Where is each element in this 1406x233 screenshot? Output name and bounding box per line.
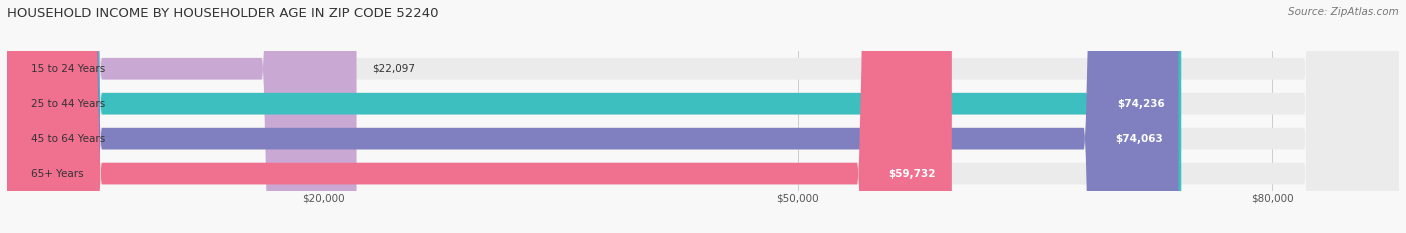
FancyBboxPatch shape <box>7 0 357 233</box>
Text: 45 to 64 Years: 45 to 64 Years <box>31 134 105 144</box>
FancyBboxPatch shape <box>7 0 1178 233</box>
Text: HOUSEHOLD INCOME BY HOUSEHOLDER AGE IN ZIP CODE 52240: HOUSEHOLD INCOME BY HOUSEHOLDER AGE IN Z… <box>7 7 439 20</box>
Text: 15 to 24 Years: 15 to 24 Years <box>31 64 105 74</box>
Text: $74,236: $74,236 <box>1118 99 1166 109</box>
Text: $74,063: $74,063 <box>1115 134 1163 144</box>
Text: 65+ Years: 65+ Years <box>31 169 83 178</box>
FancyBboxPatch shape <box>7 0 1181 233</box>
Text: $59,732: $59,732 <box>889 169 936 178</box>
FancyBboxPatch shape <box>7 0 1399 233</box>
Text: Source: ZipAtlas.com: Source: ZipAtlas.com <box>1288 7 1399 17</box>
FancyBboxPatch shape <box>7 0 1399 233</box>
Text: $22,097: $22,097 <box>373 64 415 74</box>
FancyBboxPatch shape <box>7 0 1399 233</box>
FancyBboxPatch shape <box>7 0 1399 233</box>
Text: 25 to 44 Years: 25 to 44 Years <box>31 99 105 109</box>
FancyBboxPatch shape <box>7 0 952 233</box>
